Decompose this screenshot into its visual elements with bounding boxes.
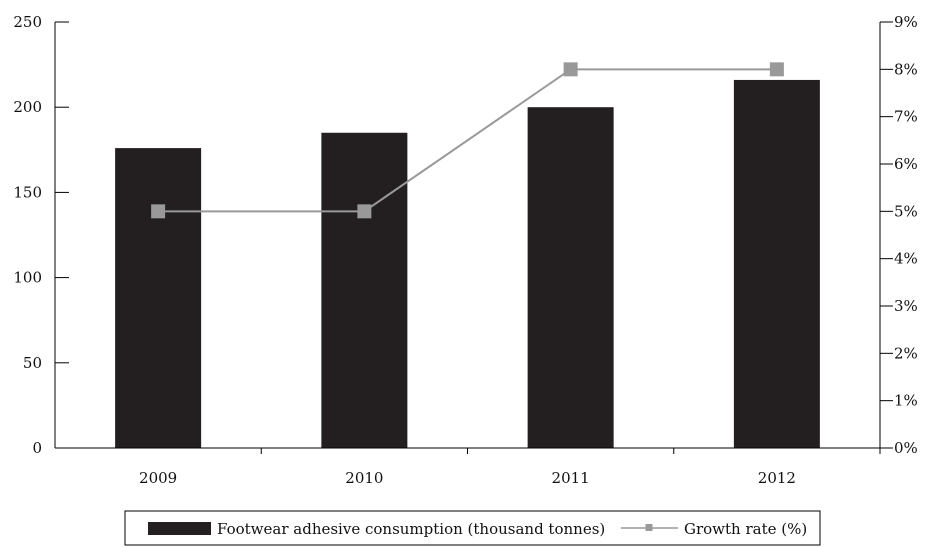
legend-line-label: Growth rate (%) [684,520,807,538]
left-tick-label: 50 [23,354,42,372]
right-tick-label: 8% [894,60,918,78]
legend: Footwear adhesive consumption (thousand … [124,510,821,546]
legend-box [124,510,821,546]
right-tick-label: 3% [894,297,918,315]
right-tick-label: 6% [894,155,918,173]
growth-marker-2012 [769,62,784,77]
left-tick-label: 0 [32,439,42,457]
right-tick-label: 0% [894,439,918,457]
left-tick-label: 250 [13,13,42,31]
bar-2010 [321,132,408,448]
right-tick-label: 1% [894,392,918,410]
category-labels: 2009 2010 2011 2012 [139,469,796,487]
bars-layer [115,79,820,448]
right-tick-label: 5% [894,202,918,220]
axes-layer: 0 50 100 150 200 250 0% 1% 2% 3% 4% 5% 6% 7% 8% 9% [13,13,917,457]
x-tick-label-2011: 2011 [552,469,590,487]
bar-2012 [733,79,820,448]
left-tick-label: 150 [13,183,42,201]
growth-marker-2009 [151,204,166,219]
bar-2009 [115,148,202,448]
right-tick-label: 9% [894,13,918,31]
growth-marker-2011 [563,62,578,77]
legend-line-marker [645,524,653,531]
growth-marker-2010 [357,204,372,219]
bar-2011 [527,107,614,448]
left-tick-label: 100 [13,269,42,287]
x-tick-label-2012: 2012 [758,469,796,487]
x-tick-label-2010: 2010 [345,469,383,487]
legend-bar-label: Footwear adhesive consumption (thousand … [217,520,605,538]
legend-bar-swatch [148,522,211,535]
right-tick-label: 4% [894,250,918,268]
growth-line-layer [151,62,784,219]
growth-rate-line [158,68,777,213]
left-tick-label: 200 [13,98,42,116]
right-tick-label: 7% [894,108,918,126]
right-tick-label: 2% [894,344,918,362]
x-tick-label-2009: 2009 [139,469,177,487]
